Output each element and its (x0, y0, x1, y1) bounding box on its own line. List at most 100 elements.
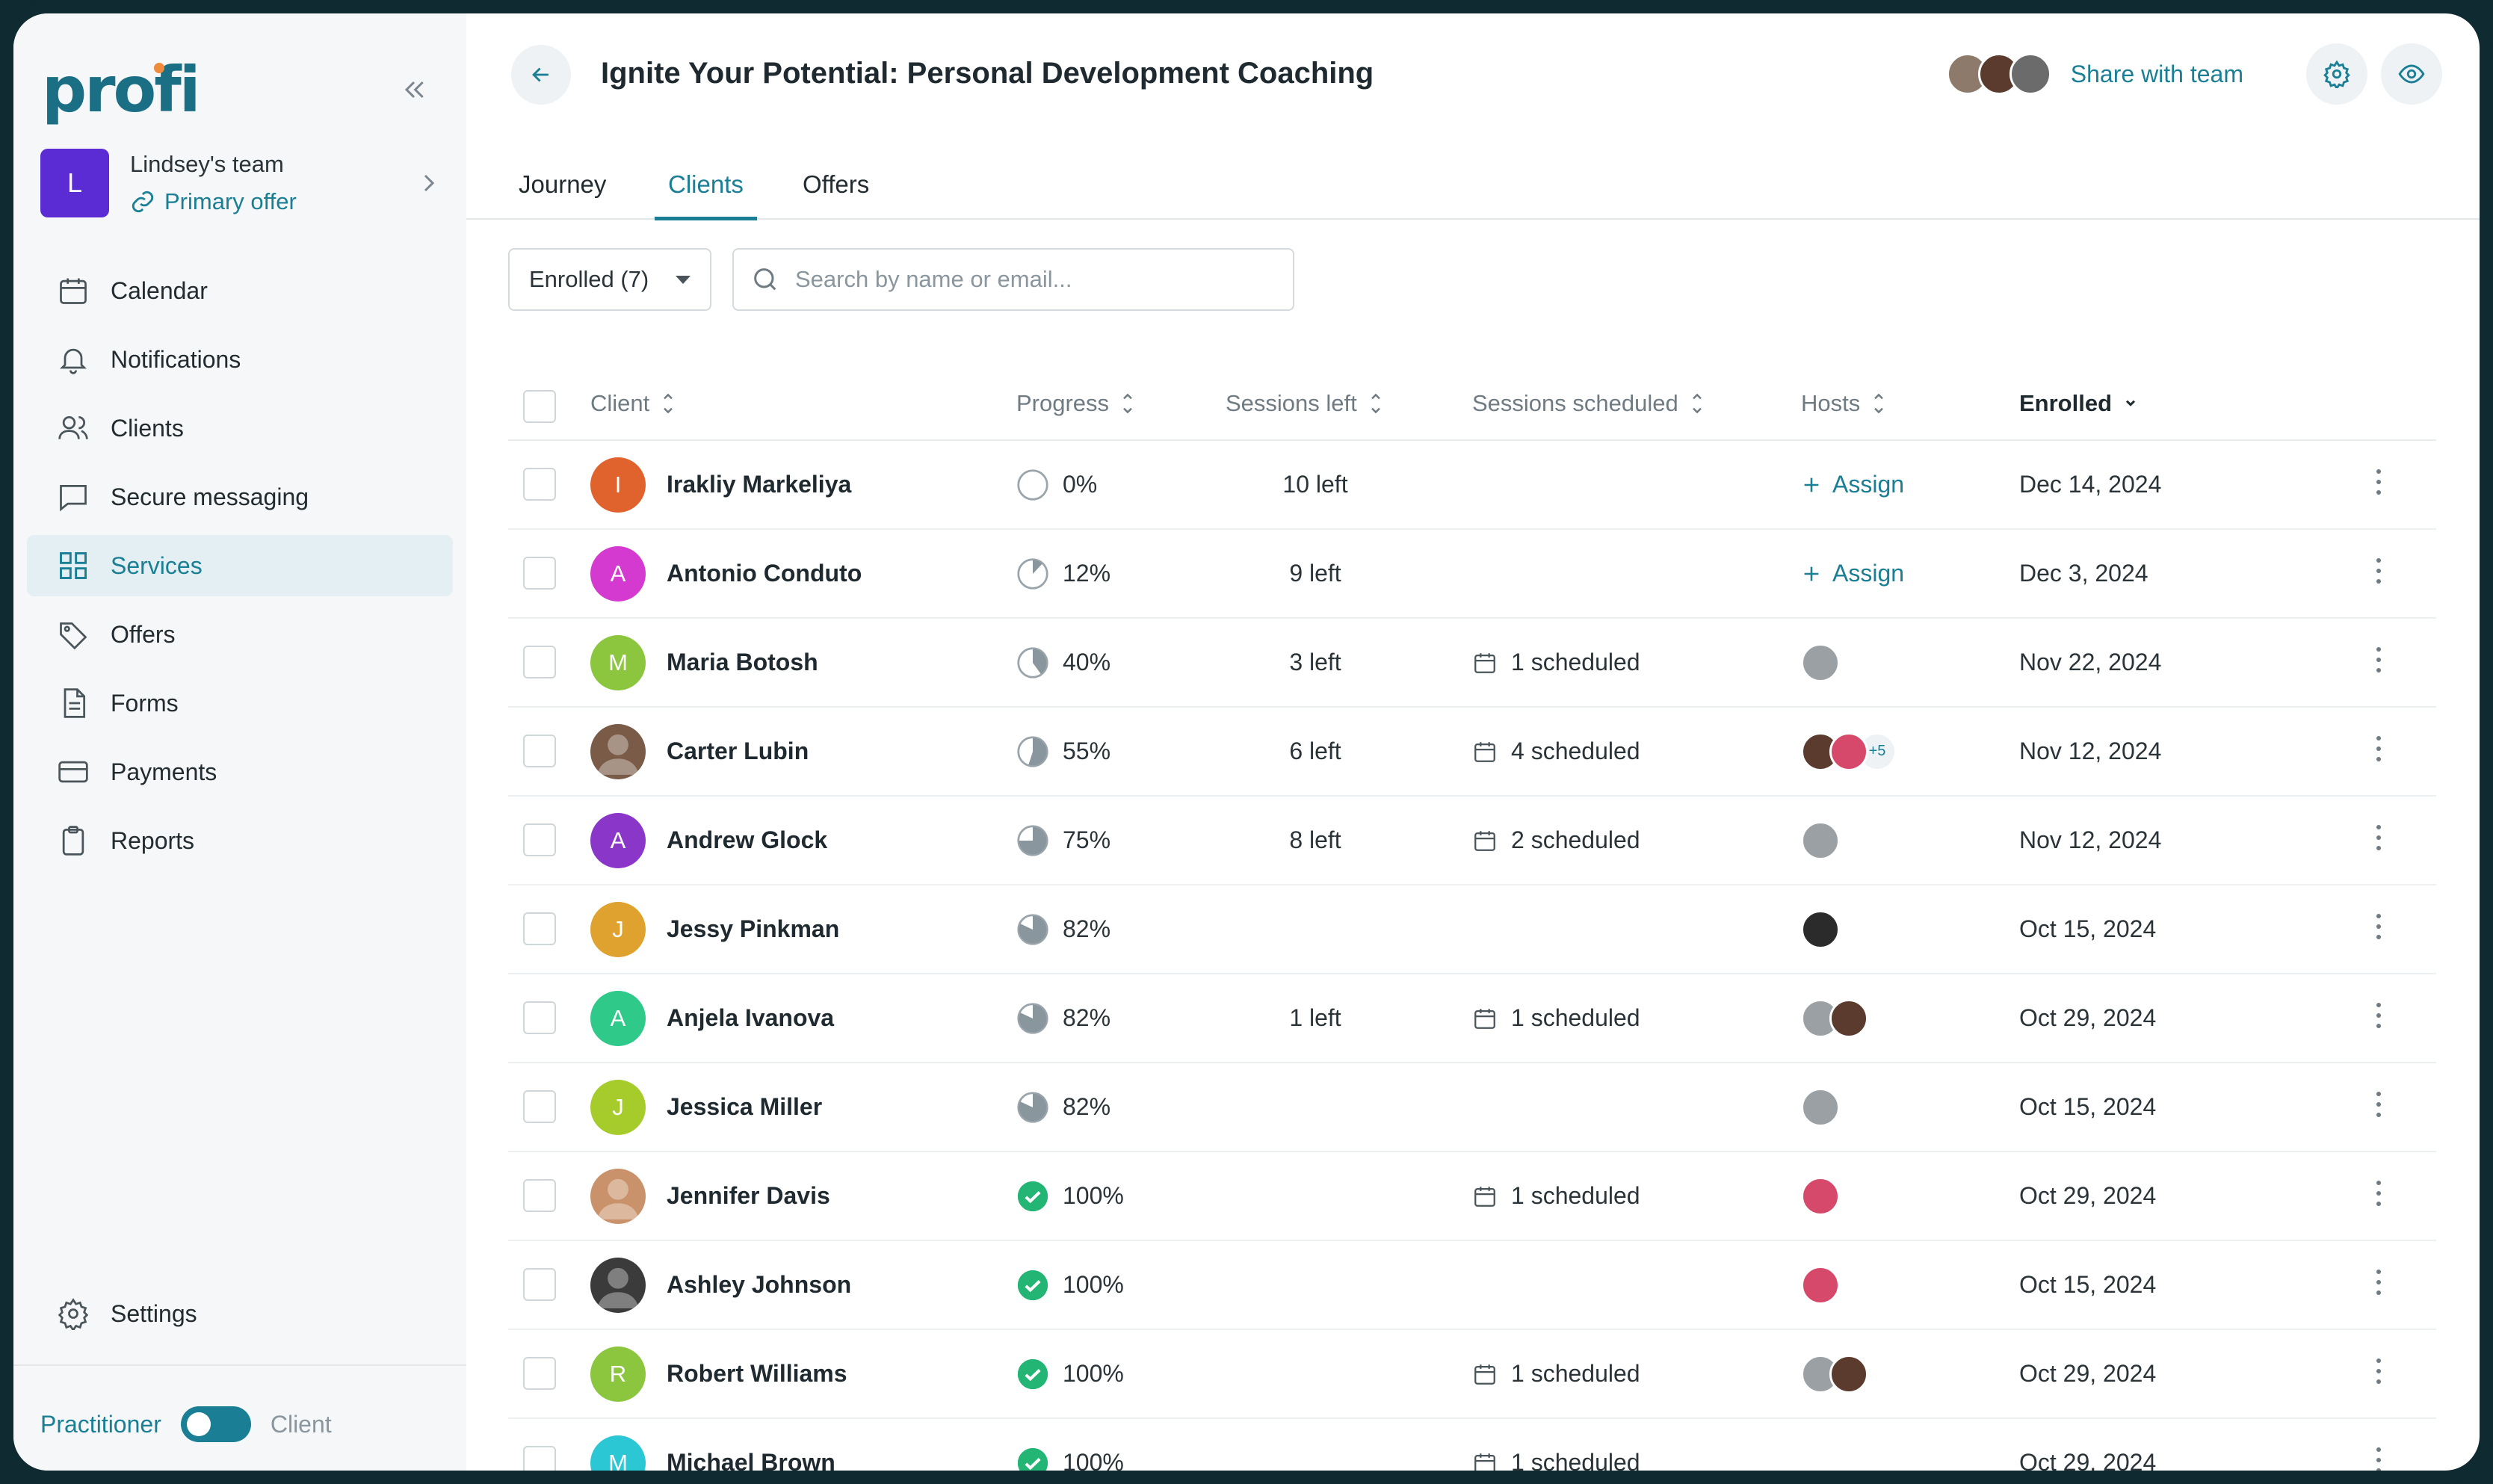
table-row[interactable]: M Michael Brown 100% 1 scheduled Oct 29,… (508, 1419, 2436, 1471)
enrolled-date: Oct 29, 2024 (2019, 1360, 2157, 1387)
preview-button[interactable] (2381, 43, 2442, 105)
client-cell[interactable]: J Jessy Pinkman (590, 885, 839, 973)
row-checkbox[interactable] (523, 1268, 556, 1301)
row-menu-icon[interactable] (2375, 1447, 2382, 1471)
hosts-avatars[interactable] (1801, 1087, 1840, 1127)
table-row[interactable]: J Jessica Miller 82% Oct 15, 2024 (508, 1063, 2436, 1152)
client-cell[interactable]: I Irakliy Markeliya (590, 441, 851, 528)
team-switcher[interactable]: L Lindsey's team Primary offer (40, 142, 444, 224)
row-checkbox[interactable] (523, 1446, 556, 1471)
enrolled-date: Nov 12, 2024 (2019, 738, 2162, 764)
client-cell[interactable]: A Anjela Ivanova (590, 974, 834, 1062)
tab-offers[interactable]: Offers (803, 170, 870, 198)
client-cell[interactable]: A Antonio Conduto (590, 530, 862, 617)
row-checkbox[interactable] (523, 823, 556, 856)
row-menu-icon[interactable] (2375, 1358, 2382, 1388)
column-sessions-left[interactable]: Sessions left (1226, 389, 1384, 418)
table-row[interactable]: Jennifer Davis 100% 1 scheduled Oct 29, … (508, 1152, 2436, 1241)
sidebar-item-calendar[interactable]: Calendar (27, 260, 453, 321)
sidebar-item-services[interactable]: Services (27, 535, 453, 596)
chevron-down-icon (2125, 400, 2136, 406)
row-menu-icon[interactable] (2375, 825, 2382, 855)
row-checkbox[interactable] (523, 1357, 556, 1390)
select-all-checkbox[interactable] (523, 390, 556, 423)
client-cell[interactable]: A Andrew Glock (590, 797, 827, 884)
sessions-scheduled-cell: 1 scheduled (1472, 1419, 1640, 1471)
row-checkbox[interactable] (523, 1090, 556, 1123)
row-checkbox[interactable] (523, 557, 556, 590)
collapse-sidebar-icon[interactable] (399, 75, 429, 105)
column-sessions-scheduled[interactable]: Sessions scheduled (1472, 389, 1705, 418)
hosts-avatars[interactable] (1801, 998, 1868, 1038)
row-checkbox[interactable] (523, 1179, 556, 1212)
client-cell[interactable]: J Jessica Miller (590, 1063, 822, 1151)
avatar (1829, 1354, 1868, 1394)
hosts-avatars[interactable] (1801, 1265, 1840, 1305)
column-hosts[interactable]: Hosts (1801, 389, 1887, 418)
assign-host-button[interactable]: Assign (1801, 560, 1904, 587)
table-row[interactable]: I Irakliy Markeliya 0% 10 left Assign De… (508, 441, 2436, 530)
row-menu-icon[interactable] (2375, 736, 2382, 766)
column-enrolled[interactable]: Enrolled (2019, 389, 2139, 418)
profi-logo[interactable]: profi (42, 53, 201, 126)
share-with-team-link[interactable]: Share with team (2070, 60, 2243, 87)
table-row[interactable]: Ashley Johnson 100% Oct 15, 2024 (508, 1241, 2436, 1330)
row-menu-icon[interactable] (2375, 914, 2382, 944)
hosts-avatars[interactable] (1801, 820, 1840, 860)
row-menu-icon[interactable] (2375, 1092, 2382, 1122)
table-header: Client Progress Sessions left Sessions s… (508, 372, 2436, 441)
client-cell[interactable]: Carter Lubin (590, 708, 809, 795)
sidebar-item-offers[interactable]: Offers (27, 604, 453, 665)
sidebar-item-reports[interactable]: Reports (27, 810, 453, 871)
mode-toggle[interactable] (180, 1406, 251, 1442)
tab-clients[interactable]: Clients (655, 170, 757, 220)
primary-offer-link[interactable]: Primary offer (130, 188, 414, 215)
client-cell[interactable]: M Maria Botosh (590, 619, 818, 706)
client-name: Antonio Conduto (667, 560, 862, 587)
hosts-avatars[interactable] (1801, 1354, 1868, 1394)
row-menu-icon[interactable] (2375, 1003, 2382, 1033)
column-progress[interactable]: Progress (1016, 389, 1136, 418)
row-checkbox[interactable] (523, 912, 556, 945)
table-row[interactable]: R Robert Williams 100% 1 scheduled Oct 2… (508, 1330, 2436, 1419)
tab-journey[interactable]: Journey (519, 170, 607, 198)
row-checkbox[interactable] (523, 646, 556, 678)
row-menu-icon[interactable] (2375, 469, 2382, 499)
client-cell[interactable]: M Michael Brown (590, 1419, 835, 1471)
hosts-avatars[interactable] (1801, 643, 1840, 682)
table-row[interactable]: A Andrew Glock 75% 8 left 2 scheduled No… (508, 797, 2436, 885)
client-avatar: A (590, 990, 646, 1046)
hosts-avatars[interactable] (1801, 909, 1840, 949)
sidebar-item-settings[interactable]: Settings (57, 1297, 197, 1330)
row-menu-icon[interactable] (2375, 1270, 2382, 1299)
sidebar-item-secure-messaging[interactable]: Secure messaging (27, 466, 453, 528)
hosts-cell (1801, 885, 1840, 973)
sidebar-item-forms[interactable]: Forms (27, 673, 453, 734)
row-checkbox[interactable] (523, 1001, 556, 1034)
hosts-avatars[interactable] (1801, 1176, 1840, 1216)
sidebar-item-notifications[interactable]: Notifications (27, 329, 453, 390)
table-row[interactable]: Carter Lubin 55% 6 left 4 scheduled +5 N… (508, 708, 2436, 797)
row-menu-icon[interactable] (2375, 647, 2382, 677)
team-avatars[interactable] (1946, 53, 2051, 95)
client-cell[interactable]: R Robert Williams (590, 1330, 847, 1417)
status-filter-select[interactable]: Enrolled (7) (508, 248, 711, 311)
table-row[interactable]: A Anjela Ivanova 82% 1 left 1 scheduled … (508, 974, 2436, 1063)
table-row[interactable]: A Antonio Conduto 12% 9 left Assign Dec … (508, 530, 2436, 619)
client-cell[interactable]: Ashley Johnson (590, 1241, 851, 1329)
assign-host-button[interactable]: Assign (1801, 471, 1904, 498)
hosts-avatars[interactable]: +5 (1801, 732, 1897, 771)
back-button[interactable] (511, 45, 571, 105)
search-input[interactable]: Search by name or email... (732, 248, 1294, 311)
column-client[interactable]: Client (590, 389, 676, 418)
sidebar-item-payments[interactable]: Payments (27, 741, 453, 803)
row-menu-icon[interactable] (2375, 558, 2382, 588)
settings-button[interactable] (2306, 43, 2367, 105)
table-row[interactable]: J Jessy Pinkman 82% Oct 15, 2024 (508, 885, 2436, 974)
table-row[interactable]: M Maria Botosh 40% 3 left 1 scheduled No… (508, 619, 2436, 708)
row-checkbox[interactable] (523, 468, 556, 501)
client-cell[interactable]: Jennifer Davis (590, 1152, 830, 1240)
sidebar-item-clients[interactable]: Clients (27, 398, 453, 459)
row-checkbox[interactable] (523, 735, 556, 767)
row-menu-icon[interactable] (2375, 1181, 2382, 1211)
